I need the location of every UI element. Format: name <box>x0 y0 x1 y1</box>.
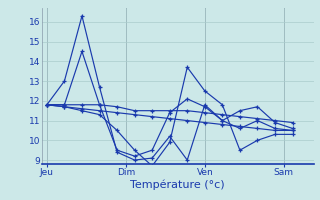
X-axis label: Température (°c): Température (°c) <box>130 180 225 190</box>
